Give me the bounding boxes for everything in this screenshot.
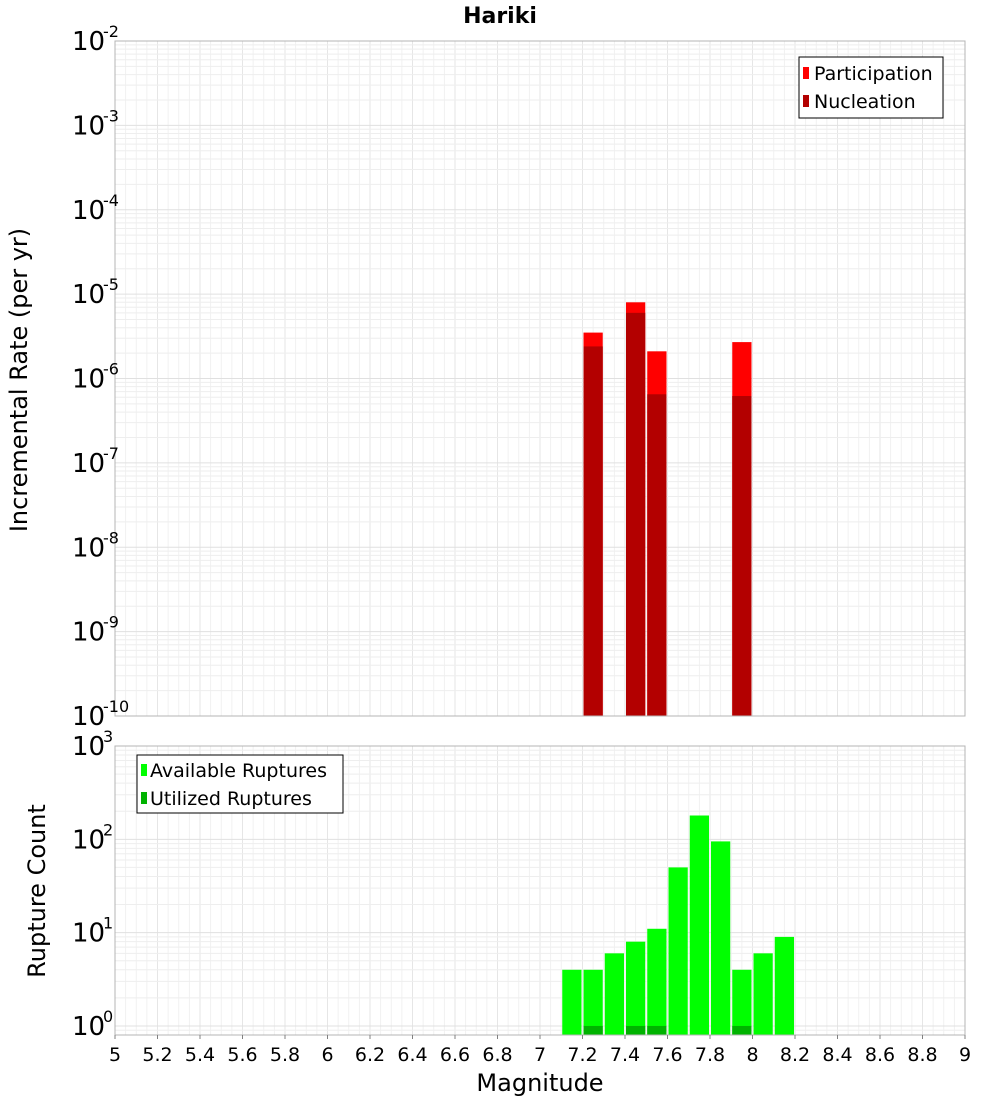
count-bar-available-ruptures (647, 928, 667, 1035)
rate-y-tick-base: 10 (72, 196, 105, 226)
rate-y-tick-exponent: -7 (103, 444, 119, 463)
x-tick-label: 6 (321, 1044, 333, 1066)
rate-y-tick-base: 10 (72, 280, 105, 310)
count-y-axis-label: Rupture Count (23, 804, 51, 978)
count-legend-box (136, 754, 344, 814)
count-bar-available-ruptures (711, 841, 731, 1035)
count-bar-available-ruptures (732, 969, 752, 1035)
count-y-tick-base: 10 (72, 732, 105, 762)
x-tick-label: 7.6 (652, 1044, 682, 1066)
rate-bar-nucleation (583, 346, 603, 716)
x-tick-label: 7.4 (610, 1044, 640, 1066)
participation-legend-label: Participation (814, 63, 933, 85)
rate-y-tick-base: 10 (72, 111, 105, 141)
rate-y-tick-exponent: -4 (103, 191, 119, 210)
x-tick-label: 7.2 (567, 1044, 597, 1066)
x-tick-label: 7 (534, 1044, 546, 1066)
x-tick-label: 6.4 (397, 1044, 427, 1066)
rate-bar-nucleation (626, 312, 646, 716)
x-axis-label: Magnitude (476, 1069, 603, 1097)
count-bars (562, 815, 794, 1035)
count-y-tick-exponent: 2 (103, 820, 113, 839)
rate-y-axis-label: Incremental Rate (per yr) (5, 228, 33, 532)
count-bar-available-ruptures (626, 941, 646, 1035)
available-ruptures-legend-label: Available Ruptures (150, 760, 327, 782)
rate-bars (583, 302, 752, 716)
x-tick-label: 5 (109, 1044, 121, 1066)
chart-title: Hariki (463, 4, 537, 29)
x-tick-label: 8.8 (907, 1044, 937, 1066)
rate-y-tick-exponent: -2 (103, 22, 119, 41)
participation-legend-swatch (803, 67, 809, 79)
rate-legend: Participation Nucleation (798, 56, 944, 119)
count-bar-available-ruptures (668, 867, 688, 1035)
x-tick-label: 6.8 (482, 1044, 512, 1066)
nucleation-legend-swatch (803, 95, 809, 107)
utilized-ruptures-legend-label: Utilized Ruptures (150, 788, 312, 810)
x-tick-label: 7.8 (695, 1044, 725, 1066)
rate-y-tick-base: 10 (72, 27, 105, 57)
count-bar-available-ruptures (583, 969, 603, 1035)
count-grid (114, 745, 966, 1036)
rate-grid (114, 40, 966, 717)
x-tick-label: 5.4 (185, 1044, 215, 1066)
rate-y-tick-exponent: -5 (103, 275, 119, 294)
rate-y-tick-base: 10 (72, 449, 105, 479)
count-bar-available-ruptures (562, 969, 582, 1035)
rate-y-tick-base: 10 (72, 618, 105, 648)
rate-y-tick-base: 10 (72, 365, 105, 395)
count-y-tick-base: 10 (72, 919, 105, 949)
x-tick-label: 5.2 (142, 1044, 172, 1066)
count-y-tick-base: 10 (72, 1012, 105, 1042)
rate-y-tick-exponent: -10 (103, 697, 129, 716)
rate-legend-box (798, 56, 944, 119)
x-tick-label: 5.6 (227, 1044, 257, 1066)
x-tick-label: 8.2 (780, 1044, 810, 1066)
rate-bar-nucleation (647, 394, 667, 716)
x-tick-label: 8 (746, 1044, 758, 1066)
rate-y-tick-base: 10 (72, 533, 105, 563)
count-bar-available-ruptures (689, 815, 709, 1035)
rate-y-tick-exponent: -3 (103, 106, 119, 125)
x-tick-label: 5.8 (270, 1044, 300, 1066)
rate-y-tick-exponent: -8 (103, 528, 119, 547)
available-ruptures-legend-swatch (141, 764, 147, 776)
x-ticks: 5 5.2 5.4 5.6 5.8 6 6.2 6.4 6.6 6.8 7 7.2 7.4 7.6 7.8 8… (109, 1035, 971, 1066)
rate-y-tick-exponent: -6 (103, 360, 119, 379)
count-bar-available-ruptures (604, 953, 624, 1035)
x-tick-label: 6.2 (355, 1044, 385, 1066)
x-tick-label: 8.4 (822, 1044, 852, 1066)
count-y-tick-exponent: 0 (103, 1007, 113, 1026)
rate-panel: 10-210-310-410-510-610-710-810-910-10 In… (5, 22, 966, 732)
rate-bar-nucleation (732, 396, 752, 716)
count-bar-available-ruptures (774, 936, 794, 1035)
count-bar-utilized-ruptures (626, 1025, 646, 1035)
utilized-ruptures-legend-swatch (141, 792, 147, 804)
nucleation-legend-label: Nucleation (814, 91, 916, 113)
rate-y-tick-exponent: -9 (103, 613, 119, 632)
x-tick-label: 6.6 (440, 1044, 470, 1066)
count-bar-utilized-ruptures (583, 1025, 603, 1035)
x-tick-label: 8.6 (865, 1044, 895, 1066)
rate-y-ticks: 10-210-310-410-510-610-710-810-910-10 (72, 22, 129, 732)
count-y-tick-exponent: 1 (103, 914, 113, 933)
count-bar-utilized-ruptures (732, 1025, 752, 1035)
count-y-tick-base: 10 (72, 825, 105, 855)
count-legend: Available Ruptures Utilized Ruptures (136, 754, 344, 814)
count-y-tick-exponent: 3 (103, 727, 113, 746)
count-bar-available-ruptures (753, 953, 773, 1035)
count-bar-utilized-ruptures (647, 1025, 667, 1035)
x-tick-label: 9 (959, 1044, 971, 1066)
rate-plot-border (114, 40, 966, 717)
rate-y-tick-base: 10 (72, 702, 105, 732)
